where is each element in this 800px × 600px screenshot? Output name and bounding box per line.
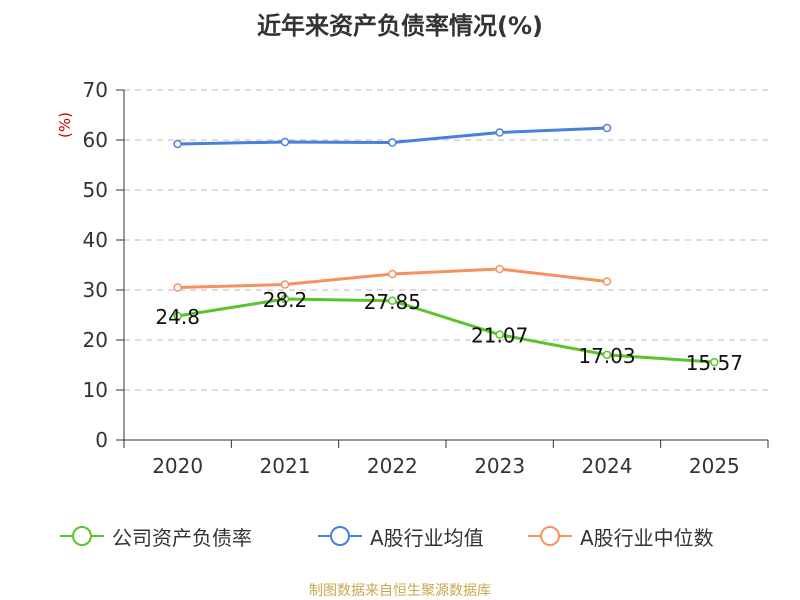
data-point xyxy=(495,330,504,339)
y-tick-label: 70 xyxy=(83,78,108,102)
y-tick-label: 50 xyxy=(83,178,108,202)
data-point xyxy=(280,280,290,289)
x-tick-label: 2021 xyxy=(260,454,311,478)
x-tick-label: 2020 xyxy=(152,454,203,478)
x-tick-label: 2023 xyxy=(474,454,525,478)
data-label: 21.07 xyxy=(471,324,528,348)
data-point xyxy=(173,139,182,149)
data-point xyxy=(388,138,397,147)
x-tick-label: 2025 xyxy=(689,454,740,478)
y-tick-label: 20 xyxy=(83,328,108,352)
y-tick-label: 30 xyxy=(83,278,108,302)
chart-title: 近年来资产负债率情况(%) xyxy=(257,12,543,40)
data-point xyxy=(280,137,290,147)
y-axis-label: (%) xyxy=(56,112,74,138)
data-label: 24.8 xyxy=(155,305,200,329)
data-point xyxy=(602,350,612,360)
series-line-0 xyxy=(177,297,715,364)
y-tick-label: 0 xyxy=(95,428,108,452)
data-point xyxy=(388,296,397,305)
x-tick-label: 2024 xyxy=(582,454,633,478)
data-point xyxy=(602,277,612,286)
data-point xyxy=(280,294,290,304)
data-point xyxy=(495,128,504,137)
x-tick-label: 2022 xyxy=(367,454,418,478)
data-label: 27.85 xyxy=(364,290,421,314)
data-point xyxy=(173,311,182,321)
legend-item-industry-median[interactable]: A股行业中位数 xyxy=(528,522,714,550)
data-point xyxy=(173,283,182,292)
data-label: 28.2 xyxy=(263,288,308,312)
data-point xyxy=(388,269,397,279)
data-label: 17.03 xyxy=(578,344,635,368)
y-tick-label: 60 xyxy=(83,128,108,152)
legend-mean-icon xyxy=(318,526,362,546)
legend-item-company[interactable]: 公司资产负债率 xyxy=(60,522,252,550)
y-tick-label: 40 xyxy=(83,228,108,252)
legend-item-industry-mean[interactable]: A股行业均值 xyxy=(318,522,484,550)
data-point xyxy=(602,123,612,133)
data-label: 15.57 xyxy=(686,351,743,375)
data-point xyxy=(495,264,504,274)
data-source-note: 制图数据来自恒生聚源数据库 xyxy=(309,583,491,599)
legend-company-label: 公司资产负债率 xyxy=(112,525,252,550)
data-point xyxy=(710,357,719,367)
y-tick-label: 10 xyxy=(83,378,108,402)
legend-mean-label: A股行业均值 xyxy=(370,525,484,550)
legend-median-icon xyxy=(528,526,572,546)
legend-median-label: A股行业中位数 xyxy=(580,525,714,550)
legend-company-icon xyxy=(60,526,104,546)
